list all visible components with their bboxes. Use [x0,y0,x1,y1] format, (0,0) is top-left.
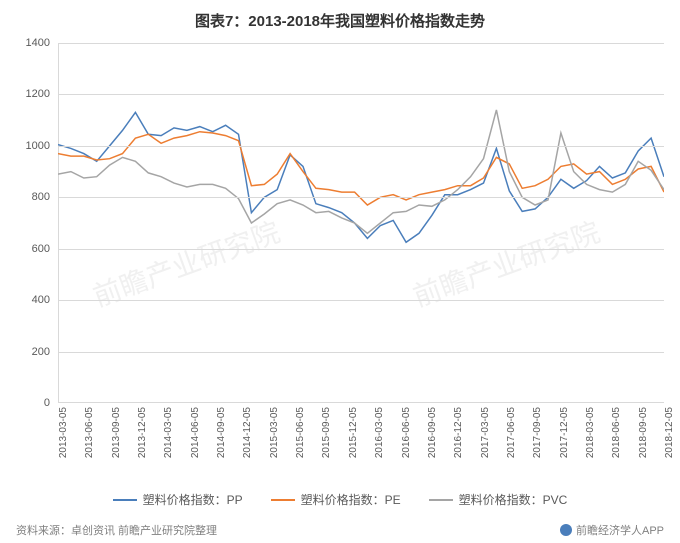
legend-item: 塑料价格指数：PP [113,491,243,508]
y-tick-label: 0 [44,397,50,409]
legend-item: 塑料价格指数：PVC [429,491,568,508]
chart-svg [58,43,664,403]
x-tick-label: 2013-03-05 [58,407,69,458]
y-tick-label: 400 [32,294,50,306]
plot-region: 前瞻产业研究院 前瞻产业研究院 [58,43,664,403]
x-tick-label: 2016-09-05 [427,407,438,458]
grid-line [58,300,664,301]
x-tick-label: 2015-09-05 [321,407,332,458]
x-tick-label: 2018-06-05 [611,407,622,458]
x-tick-label: 2018-12-05 [664,407,675,458]
grid-line [58,43,664,44]
x-tick-label: 2013-12-05 [137,407,148,458]
x-tick-label: 2015-03-05 [269,407,280,458]
grid-line [58,249,664,250]
x-tick-label: 2018-09-05 [638,407,649,458]
grid-line [58,146,664,147]
attribution-text: 前瞻经济学人APP [560,522,664,538]
x-tick-label: 2014-12-05 [242,407,253,458]
legend-label: 塑料价格指数：PVC [459,491,568,508]
legend-swatch [271,499,295,501]
grid-line [58,197,664,198]
legend-swatch [113,499,137,501]
x-tick-label: 2017-12-05 [559,407,570,458]
y-tick-label: 200 [32,346,50,358]
x-tick-label: 2014-03-05 [163,407,174,458]
grid-line [58,94,664,95]
y-tick-label: 1200 [26,88,50,100]
x-tick-label: 2014-06-05 [190,407,201,458]
chart-area: 0200400600800100012001400 前瞻产业研究院 前瞻产业研究… [16,43,664,443]
x-tick-label: 2018-03-05 [585,407,596,458]
x-tick-label: 2016-12-05 [453,407,464,458]
x-tick-label: 2015-06-05 [295,407,306,458]
x-tick-label: 2015-12-05 [348,407,359,458]
y-tick-label: 1000 [26,140,50,152]
grid-line [58,352,664,353]
y-tick-label: 600 [32,243,50,255]
x-tick-label: 2017-09-05 [532,407,543,458]
x-tick-label: 2017-06-05 [506,407,517,458]
x-tick-label: 2016-03-05 [374,407,385,458]
x-tick-label: 2013-06-05 [84,407,95,458]
chart-title: 图表7：2013-2018年我国塑料价格指数走势 [16,10,664,31]
x-tick-label: 2017-03-05 [480,407,491,458]
source-text: 资料来源：卓创资讯 前瞻产业研究院整理 [16,522,217,538]
legend: 塑料价格指数：PP 塑料价格指数：PE 塑料价格指数：PVC [16,491,664,508]
series-line [58,110,664,233]
y-tick-label: 1400 [26,37,50,49]
legend-label: 塑料价格指数：PE [301,491,401,508]
footer: 资料来源：卓创资讯 前瞻产业研究院整理 前瞻经济学人APP [16,522,664,538]
x-tick-label: 2016-06-05 [401,407,412,458]
y-tick-label: 800 [32,191,50,203]
series-line [58,112,664,242]
x-axis: 2013-03-052013-06-052013-09-052013-12-05… [58,403,664,443]
attribution-icon [560,524,572,536]
x-tick-label: 2013-09-05 [111,407,122,458]
x-tick-label: 2014-09-05 [216,407,227,458]
legend-label: 塑料价格指数：PP [143,491,243,508]
legend-item: 塑料价格指数：PE [271,491,401,508]
legend-swatch [429,499,453,501]
y-axis: 0200400600800100012001400 [16,43,56,403]
